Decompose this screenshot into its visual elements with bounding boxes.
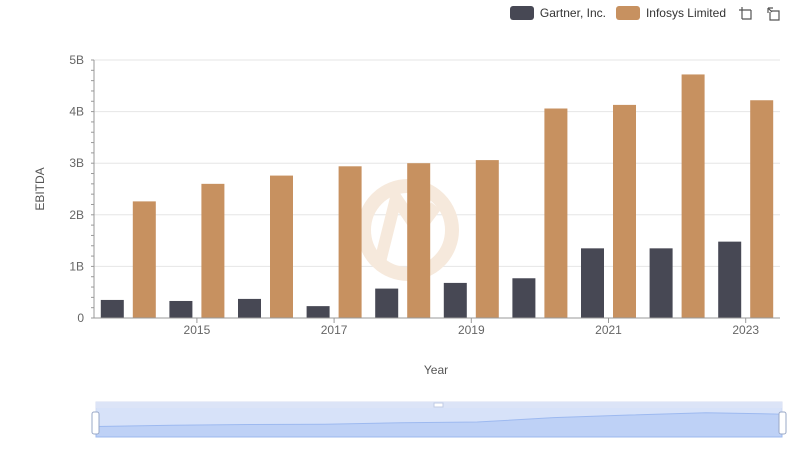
y-tick-label: 1B xyxy=(69,259,84,273)
x-axis-label: Year xyxy=(424,363,448,377)
bar-gartner-2023[interactable] xyxy=(718,241,742,318)
y-tick-label: 2B xyxy=(69,208,84,222)
y-axis-label: EBITDA xyxy=(33,167,47,210)
zoom-handle-right[interactable] xyxy=(778,411,787,435)
data-zoom-preview xyxy=(95,412,783,438)
y-tick-label: 3B xyxy=(69,156,84,170)
x-tick-label: 2021 xyxy=(595,323,622,337)
bar-gartner-2020[interactable] xyxy=(512,278,536,318)
y-tick-label: 0 xyxy=(77,311,84,325)
bar-gartner-2022[interactable] xyxy=(649,248,673,318)
bar-gartner-2019[interactable] xyxy=(443,282,467,318)
bar-infosys-2017[interactable] xyxy=(338,166,362,318)
legend-item-infosys[interactable]: Infosys Limited xyxy=(615,6,726,20)
legend-label-infosys: Infosys Limited xyxy=(645,6,726,20)
bar-gartner-2017[interactable] xyxy=(306,306,330,318)
x-tick-label: 2017 xyxy=(321,323,348,337)
x-tick-label: 2023 xyxy=(732,323,759,337)
bars xyxy=(100,74,774,318)
bar-gartner-2015[interactable] xyxy=(169,300,193,318)
zoom-handle-left[interactable] xyxy=(91,411,100,435)
legend: Gartner, Inc. Infosys Limited xyxy=(509,4,782,22)
data-zoom-slider[interactable] xyxy=(91,401,787,438)
bar-infosys-2022[interactable] xyxy=(681,74,705,318)
bar-infosys-2015[interactable] xyxy=(201,183,225,318)
x-tick-label: 2015 xyxy=(184,323,211,337)
bar-infosys-2023[interactable] xyxy=(750,100,774,318)
bar-gartner-2021[interactable] xyxy=(581,248,604,318)
bar-infosys-2014[interactable] xyxy=(132,201,156,318)
bar-infosys-2018[interactable] xyxy=(407,163,431,318)
legend-swatch-infosys xyxy=(615,6,640,20)
legend-label-gartner: Gartner, Inc. xyxy=(539,6,606,20)
restore-icon[interactable] xyxy=(764,4,782,22)
zoom-icon[interactable] xyxy=(736,4,754,22)
legend-swatch-gartner xyxy=(509,6,534,20)
zoom-drag-handle[interactable] xyxy=(433,402,444,408)
bar-gartner-2016[interactable] xyxy=(238,298,261,318)
y-tick-label: 4B xyxy=(69,105,84,119)
bar-infosys-2021[interactable] xyxy=(613,104,636,318)
x-tick-label: 2019 xyxy=(458,323,485,337)
bar-infosys-2016[interactable] xyxy=(270,175,293,318)
axes: 0 1B 2B 3B 4B 5B 2015 2017 2019 2021 2023 xyxy=(69,53,780,337)
bar-gartner-2018[interactable] xyxy=(375,288,399,318)
y-tick-label: 5B xyxy=(69,53,84,67)
bar-gartner-2014[interactable] xyxy=(100,299,124,318)
bar-infosys-2020[interactable] xyxy=(544,108,568,318)
grid-lines xyxy=(94,59,780,267)
legend-item-gartner[interactable]: Gartner, Inc. xyxy=(509,6,606,20)
bar-infosys-2019[interactable] xyxy=(475,160,499,318)
